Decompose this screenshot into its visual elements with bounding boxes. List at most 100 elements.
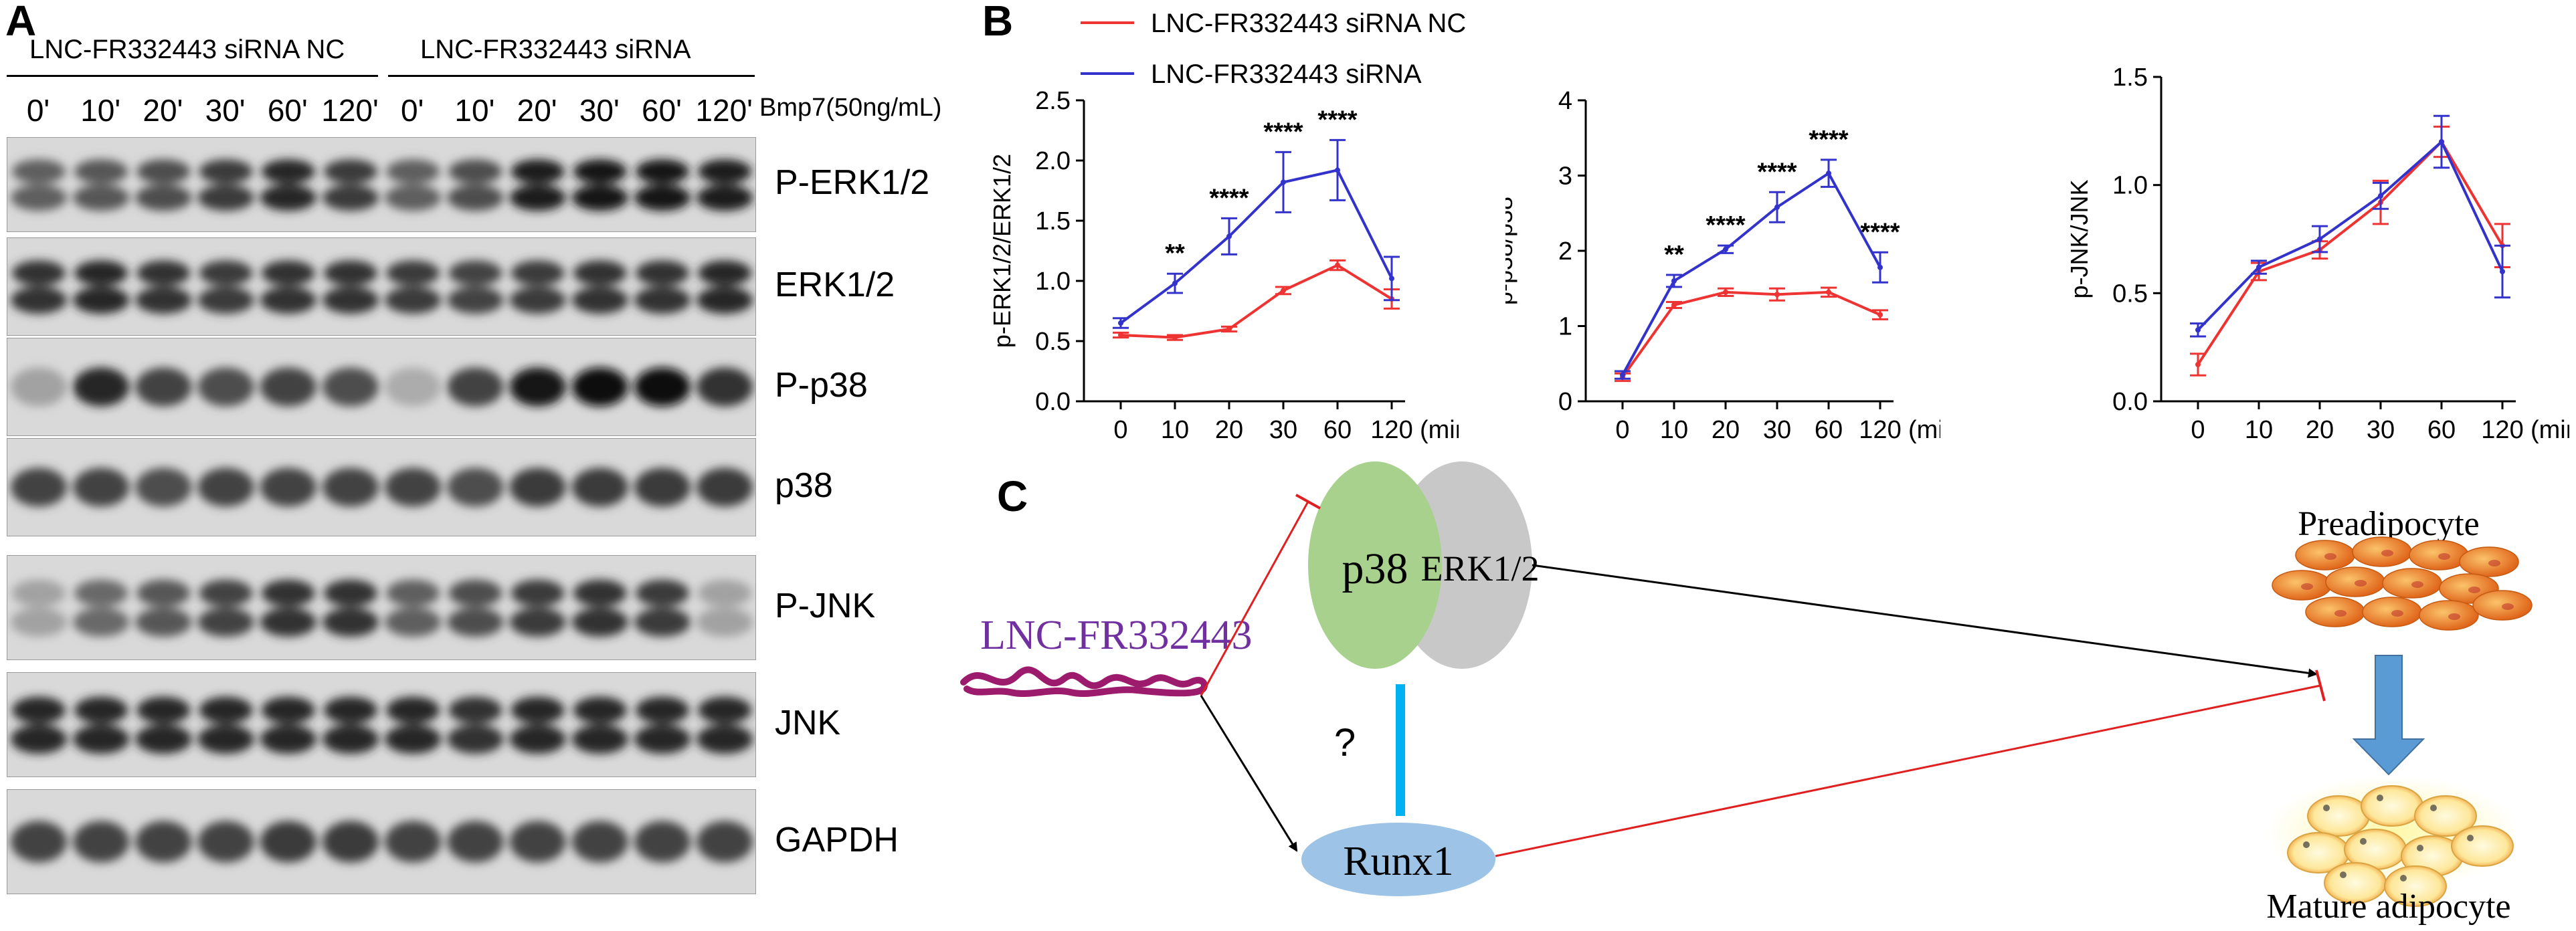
blot-band: [199, 696, 253, 724]
blot-band: [136, 696, 191, 724]
blot-band: [571, 468, 628, 507]
group-underline-nc: [7, 75, 378, 77]
x-tick-label: 20: [2306, 416, 2334, 444]
data-point: [1877, 312, 1883, 318]
blot-band: [698, 696, 752, 724]
blot-band: [197, 286, 254, 314]
data-point: [2439, 139, 2444, 144]
panel-b-letter: B: [982, 0, 1014, 45]
x-tick-label: 30: [1763, 416, 1791, 444]
blot-label: GAPDH: [775, 820, 899, 859]
timepoint-label: 120': [695, 93, 753, 128]
data-point: [2256, 264, 2262, 270]
x-axis-label: (min): [2531, 416, 2569, 444]
x-tick-label: 10: [1161, 416, 1189, 444]
blot-band: [448, 159, 502, 184]
blot-band: [74, 579, 128, 607]
preadipocyte-label: Preadipocyte: [2298, 505, 2479, 543]
y-tick-label: 2: [1558, 237, 1572, 266]
blot-band: [323, 724, 379, 754]
data-point: [1226, 233, 1232, 239]
blot-band: [11, 286, 67, 314]
significance-label: ****: [1209, 184, 1249, 212]
blot-band: [511, 260, 565, 286]
data-point: [1774, 204, 1780, 210]
x-tick-label: 30: [2367, 416, 2395, 444]
blot-band: [447, 821, 504, 863]
blot-band: [73, 468, 130, 507]
blot-band: [697, 607, 753, 637]
blot-band: [571, 821, 628, 863]
timepoint-label: 30': [579, 93, 620, 128]
series-line: [1621, 171, 1881, 376]
y-tick-label: 0.5: [1035, 328, 1071, 356]
blot-band: [74, 260, 128, 286]
y-tick-label: 1.5: [2112, 64, 2148, 92]
blot-band: [260, 468, 316, 507]
blot-band: [135, 185, 192, 211]
blot-band: [509, 367, 566, 407]
y-axis-label: p-ERK1/2/ERK1/2: [988, 154, 1016, 348]
timepoint-label: 20': [517, 93, 557, 128]
significance-label: ****: [1809, 126, 1848, 154]
p38-node: [1308, 461, 1442, 669]
data-point: [2317, 236, 2322, 242]
blot-band: [697, 821, 753, 863]
blot-band: [634, 367, 691, 407]
x-tick-label: 20: [1712, 416, 1740, 444]
blot-band: [697, 185, 753, 211]
chart-legend: LNC-FR332443 siRNA NC LNC-FR332443 siRNA: [1081, 9, 1466, 89]
x-tick-label: 60: [2427, 416, 2456, 444]
y-tick-label: 0.0: [2112, 388, 2148, 416]
mature-adipocyte-label: Mature adipocyte: [2266, 888, 2510, 926]
significance-label: ****: [1263, 118, 1303, 146]
series-line: [1621, 290, 1881, 379]
blot-band: [323, 821, 379, 863]
timepoint-label: 10': [454, 93, 495, 128]
data-point: [1335, 167, 1340, 173]
data-point: [1281, 179, 1286, 185]
mature-adipocyte-cell: [2307, 795, 2370, 837]
blot-band: [12, 159, 66, 184]
blot-band: [571, 286, 628, 314]
blot-band: [12, 579, 66, 607]
treatment-label: Bmp7(50ng/mL): [759, 94, 942, 122]
blot-label: P-JNK: [775, 586, 876, 625]
blot-band: [11, 367, 67, 407]
blot-band: [261, 159, 315, 184]
significance-label: ****: [1860, 218, 1900, 246]
y-axis-label: p-p38/p38: [1505, 197, 1517, 305]
blot-band: [386, 260, 440, 286]
blot-band: [447, 286, 504, 314]
data-point: [1226, 326, 1232, 332]
data-point: [1877, 264, 1883, 270]
blot-band: [260, 185, 316, 211]
blot-band: [386, 159, 440, 184]
differentiation-arrow: [2352, 655, 2425, 776]
blot-band: [509, 286, 566, 314]
blot-band: [199, 260, 253, 286]
y-tick-label: 1.0: [1035, 268, 1071, 296]
data-point: [1723, 246, 1728, 252]
blot-band: [73, 185, 130, 211]
blot-band: [199, 579, 253, 607]
blot-band: [634, 286, 691, 314]
blot-band: [197, 821, 254, 863]
y-tick-label: 1: [1558, 313, 1572, 341]
significance-label: ****: [1757, 158, 1797, 186]
blot-band: [385, 821, 442, 863]
x-tick-label: 0: [1113, 416, 1127, 444]
blot-strip: [7, 237, 756, 336]
blot-band: [634, 607, 691, 637]
blot-label: p38: [775, 466, 833, 505]
blot-band: [571, 367, 628, 407]
timepoint-label: 60': [267, 93, 308, 128]
significance-label: ****: [1706, 211, 1745, 239]
blot-band: [323, 607, 379, 637]
legend-label-nc: LNC-FR332443 siRNA NC: [1151, 9, 1466, 38]
p38-label: p38: [1342, 544, 1408, 593]
preadipocyte-cells: [2272, 536, 2533, 631]
blot-band: [509, 724, 566, 754]
blot-band: [324, 579, 377, 607]
blot-band: [447, 607, 504, 637]
